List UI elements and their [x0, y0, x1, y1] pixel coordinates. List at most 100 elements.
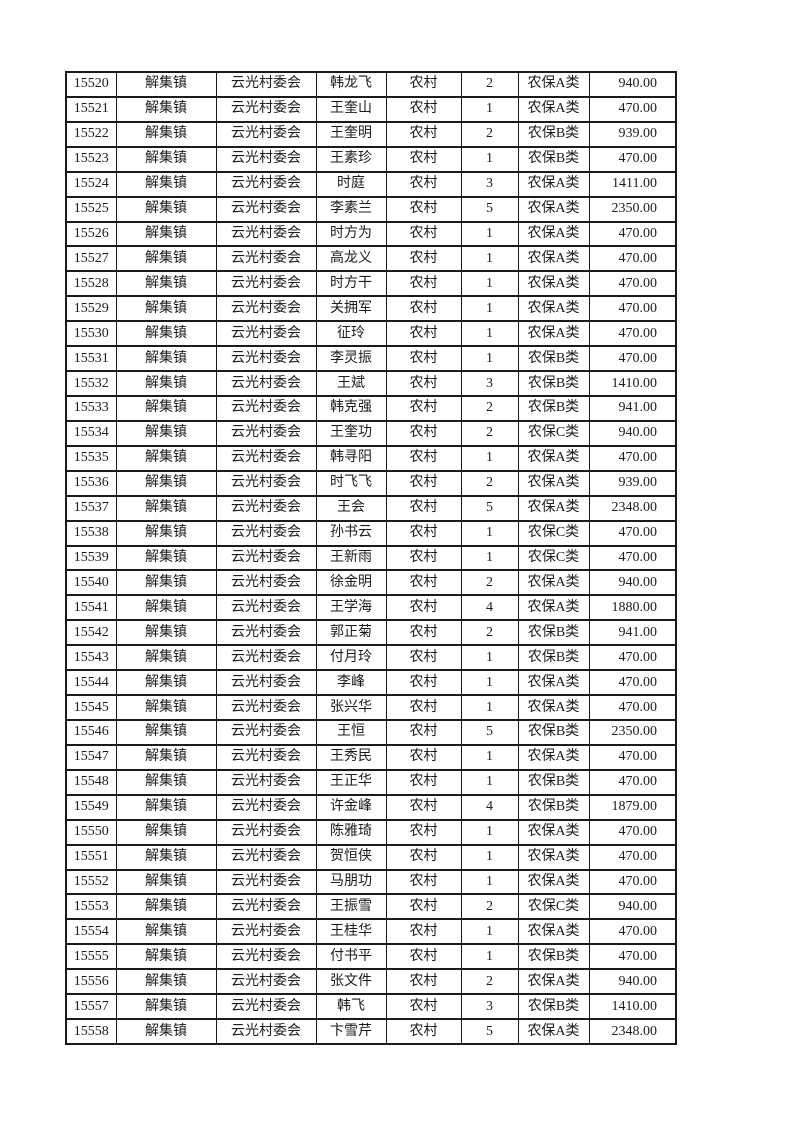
cell-person-count: 3: [460, 370, 519, 397]
cell-person-name: 王斌: [315, 370, 387, 397]
cell-residence-type: 农村: [385, 569, 462, 597]
cell-amount: 939.00: [588, 120, 677, 148]
cell-person-count: 1: [460, 943, 519, 971]
cell-person-name: 王新雨: [315, 544, 387, 572]
cell-serial-number: 15547: [65, 743, 117, 771]
cell-serial-number: 15542: [65, 619, 117, 647]
cell-person-count: 1: [460, 669, 519, 697]
cell-amount: 470.00: [588, 918, 677, 946]
cell-amount: 1880.00: [588, 594, 677, 622]
cell-village-committee: 云光村委会: [215, 818, 317, 846]
cell-amount: 940.00: [588, 71, 677, 98]
cell-residence-type: 农村: [385, 370, 462, 397]
cell-serial-number: 15530: [65, 320, 117, 348]
cell-town: 解集镇: [115, 619, 217, 647]
cell-person-count: 1: [460, 768, 519, 796]
table-row: 15537 解集镇 云光村委会 王会 农村 5 农保A类 2348.00: [65, 494, 677, 522]
cell-person-name: 时飞飞: [315, 469, 387, 497]
cell-village-committee: 云光村委会: [215, 644, 317, 672]
cell-town: 解集镇: [115, 669, 217, 697]
cell-insurance-category: 农保B类: [517, 644, 590, 672]
cell-residence-type: 农村: [385, 394, 462, 422]
cell-serial-number: 15550: [65, 818, 117, 846]
cell-residence-type: 农村: [385, 295, 462, 323]
cell-serial-number: 15539: [65, 544, 117, 572]
table-row: 15526 解集镇 云光村委会 时方为 农村 1 农保A类 470.00: [65, 220, 677, 248]
cell-village-committee: 云光村委会: [215, 594, 317, 622]
cell-person-name: 陈雅琦: [315, 818, 387, 846]
table-row: 15548 解集镇 云光村委会 王正华 农村 1 农保B类 470.00: [65, 768, 677, 796]
cell-serial-number: 15524: [65, 170, 117, 198]
table-row: 15530 解集镇 云光村委会 征玲 农村 1 农保A类 470.00: [65, 320, 677, 348]
cell-serial-number: 15526: [65, 220, 117, 248]
cell-village-committee: 云光村委会: [215, 394, 317, 422]
table-row: 15544 解集镇 云光村委会 李峰 农村 1 农保A类 470.00: [65, 669, 677, 697]
cell-person-name: 关拥军: [315, 295, 387, 323]
cell-insurance-category: 农保B类: [517, 793, 590, 821]
table-row: 15520 解集镇 云光村委会 韩龙飞 农村 2 农保A类 940.00: [65, 71, 677, 98]
cell-town: 解集镇: [115, 918, 217, 946]
cell-person-count: 1: [460, 295, 519, 323]
cell-person-count: 2: [460, 120, 519, 148]
cell-insurance-category: 农保A类: [517, 270, 590, 298]
cell-serial-number: 15523: [65, 145, 117, 173]
cell-residence-type: 农村: [385, 71, 462, 98]
cell-person-count: 1: [460, 918, 519, 946]
table-row: 15539 解集镇 云光村委会 王新雨 农村 1 农保C类 470.00: [65, 544, 677, 572]
cell-serial-number: 15535: [65, 444, 117, 472]
cell-residence-type: 农村: [385, 793, 462, 821]
cell-residence-type: 农村: [385, 345, 462, 373]
cell-town: 解集镇: [115, 993, 217, 1021]
cell-serial-number: 15531: [65, 345, 117, 373]
cell-residence-type: 农村: [385, 444, 462, 472]
cell-amount: 470.00: [588, 868, 677, 896]
cell-insurance-category: 农保A类: [517, 968, 590, 996]
cell-village-committee: 云光村委会: [215, 245, 317, 273]
cell-town: 解集镇: [115, 195, 217, 223]
cell-residence-type: 农村: [385, 893, 462, 921]
cell-person-count: 1: [460, 444, 519, 472]
cell-serial-number: 15537: [65, 494, 117, 522]
cell-insurance-category: 农保A类: [517, 594, 590, 622]
cell-person-name: 王奎功: [315, 419, 387, 447]
cell-insurance-category: 农保B类: [517, 718, 590, 746]
cell-person-name: 韩龙飞: [315, 71, 387, 98]
cell-residence-type: 农村: [385, 918, 462, 946]
cell-person-name: 韩寻阳: [315, 444, 387, 472]
cell-person-count: 1: [460, 743, 519, 771]
cell-person-count: 1: [460, 644, 519, 672]
cell-person-count: 5: [460, 718, 519, 746]
cell-town: 解集镇: [115, 419, 217, 447]
cell-person-name: 张兴华: [315, 694, 387, 721]
cell-insurance-category: 农保A类: [517, 295, 590, 323]
cell-village-committee: 云光村委会: [215, 793, 317, 821]
table-row: 15533 解集镇 云光村委会 韩克强 农村 2 农保B类 941.00: [65, 394, 677, 422]
cell-person-name: 时方为: [315, 220, 387, 248]
cell-amount: 470.00: [588, 943, 677, 971]
table-row: 15521 解集镇 云光村委会 王奎山 农村 1 农保A类 470.00: [65, 95, 677, 123]
cell-village-committee: 云光村委会: [215, 220, 317, 248]
cell-serial-number: 15541: [65, 594, 117, 622]
cell-residence-type: 农村: [385, 993, 462, 1021]
table-row: 15558 解集镇 云光村委会 卞雪芹 农村 5 农保A类 2348.00: [65, 1018, 677, 1045]
cell-serial-number: 15557: [65, 993, 117, 1021]
cell-serial-number: 15536: [65, 469, 117, 497]
cell-amount: 470.00: [588, 544, 677, 572]
cell-person-count: 1: [460, 245, 519, 273]
cell-serial-number: 15553: [65, 893, 117, 921]
cell-village-committee: 云光村委会: [215, 669, 317, 697]
cell-town: 解集镇: [115, 868, 217, 896]
cell-person-name: 郭正菊: [315, 619, 387, 647]
cell-village-committee: 云光村委会: [215, 295, 317, 323]
cell-insurance-category: 农保A类: [517, 170, 590, 198]
cell-serial-number: 15543: [65, 644, 117, 672]
cell-residence-type: 农村: [385, 743, 462, 771]
cell-village-committee: 云光村委会: [215, 120, 317, 148]
cell-town: 解集镇: [115, 943, 217, 971]
cell-insurance-category: 农保C类: [517, 419, 590, 447]
cell-residence-type: 农村: [385, 943, 462, 971]
cell-person-count: 3: [460, 170, 519, 198]
cell-town: 解集镇: [115, 768, 217, 796]
cell-residence-type: 农村: [385, 519, 462, 547]
